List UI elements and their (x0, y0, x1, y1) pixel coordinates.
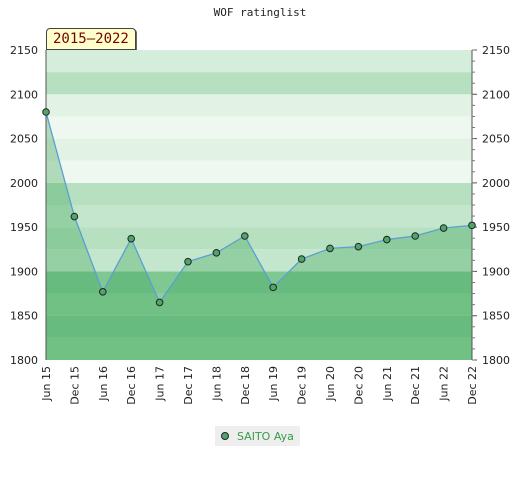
range-badge: 2015–2022 (46, 28, 136, 50)
y-tick-label-right: 2000 (482, 177, 510, 190)
y-tick-label-right: 1800 (482, 354, 510, 367)
x-tick-label: Jun 19 (267, 366, 280, 402)
data-point (42, 108, 50, 116)
background-band (46, 227, 472, 250)
x-tick-label: Dec 22 (466, 366, 479, 405)
data-point (354, 242, 363, 251)
background-band (46, 337, 472, 360)
legend-label: SAITO Aya (237, 429, 294, 443)
y-tick-label-left: 1950 (10, 221, 38, 234)
background-band (46, 182, 472, 205)
data-point (411, 232, 420, 240)
series-line (45, 111, 473, 304)
y-tick-label-left: 2150 (10, 44, 38, 57)
x-tick-label: Jun 15 (40, 366, 53, 402)
x-tick-label: Dec 21 (409, 366, 422, 405)
data-point (468, 221, 476, 230)
x-tick-label: Jun 18 (210, 366, 223, 402)
data-point (297, 255, 306, 263)
data-point (326, 244, 334, 253)
x-tick-label: Jun 17 (154, 366, 167, 402)
data-point (269, 283, 278, 292)
y-tick-label-left: 2000 (10, 177, 38, 190)
x-tick-label: Dec 16 (125, 366, 138, 405)
legend-marker-icon (221, 432, 229, 440)
y-tick-label-right: 1850 (482, 310, 510, 323)
data-point (155, 298, 164, 307)
background-band (46, 293, 472, 316)
chart-title: WOF ratinglist (213, 6, 307, 19)
data-point (99, 288, 107, 296)
y-tick-label-left: 1800 (10, 354, 38, 367)
x-tick-label: Dec 20 (352, 366, 365, 405)
x-tick-label: Jun 21 (381, 366, 394, 402)
data-point (212, 249, 221, 257)
x-tick-label: Jun 16 (97, 366, 110, 402)
data-point (241, 232, 249, 240)
background-band (46, 315, 472, 338)
x-tick-label: Dec 18 (239, 366, 252, 405)
x-tick-label: Jun 22 (438, 366, 451, 402)
background-band (46, 50, 472, 73)
y-tick-label-left: 2050 (10, 133, 38, 146)
y-tick-label-right: 2050 (482, 133, 510, 146)
background-band (46, 138, 472, 161)
y-tick-label-right: 2100 (482, 88, 510, 101)
data-point (70, 212, 79, 221)
y-tick-label-right: 2150 (482, 44, 510, 57)
x-tick-label: Dec 17 (182, 366, 195, 405)
data-point (383, 235, 391, 244)
background-band (46, 116, 472, 139)
y-tick-label-left: 1850 (10, 310, 38, 323)
x-tick-label: Jun 20 (324, 366, 337, 402)
legend: SAITO Aya (215, 426, 300, 446)
x-tick-label: Dec 15 (68, 366, 81, 405)
background-band (46, 205, 472, 228)
background-band (46, 72, 472, 95)
y-tick-label-right: 1950 (482, 221, 510, 234)
data-point (439, 224, 448, 232)
data-point (127, 234, 135, 243)
background-band (46, 160, 472, 183)
background-band (46, 94, 472, 117)
series-area (46, 112, 472, 360)
y-tick-label-left: 2100 (10, 88, 38, 101)
y-tick-label-right: 1900 (482, 265, 510, 278)
data-point (184, 257, 192, 266)
y-tick-label-left: 1900 (10, 265, 38, 278)
x-tick-label: Dec 19 (296, 366, 309, 405)
